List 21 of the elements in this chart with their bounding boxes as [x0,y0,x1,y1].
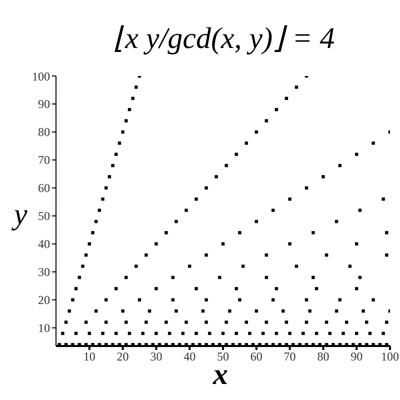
y-tick-label: 40 [38,237,50,252]
y-tick-label: 20 [38,293,50,308]
x-tick-label: 70 [284,350,296,364]
x-tick-label: 100 [381,350,399,364]
y-tick-label: 90 [38,97,50,112]
y-tick-label: 70 [38,153,50,168]
y-tick-label: 50 [38,209,50,224]
x-tick-label: 30 [150,350,162,364]
x-tick-label: 40 [184,350,196,364]
y-tick-label: 10 [38,321,50,336]
y-tick-label: 30 [38,265,50,280]
x-tick-label: 80 [317,350,330,364]
x-tick-label: 10 [83,350,96,364]
y-tick-label: 60 [38,181,50,196]
y-tick-label: 80 [38,125,50,140]
chart-title: ⌊x y/gcd(x, y)⌋ = 4 [112,21,336,57]
x-tick-label: 60 [250,350,262,364]
x-tick-label: 90 [350,350,363,364]
y-axis-title: y [14,198,28,232]
y-tick-label: 100 [32,69,50,84]
x-tick-label: 20 [116,350,129,364]
